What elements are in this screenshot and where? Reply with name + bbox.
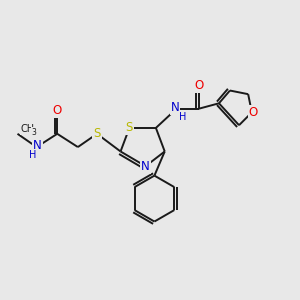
Text: O: O — [249, 106, 258, 119]
Text: H: H — [179, 112, 187, 122]
Text: 3: 3 — [31, 128, 36, 137]
Text: S: S — [93, 127, 101, 140]
Text: S: S — [126, 122, 133, 134]
Text: H: H — [28, 150, 36, 160]
Text: O: O — [194, 79, 203, 92]
Text: N: N — [33, 139, 42, 152]
Text: CH: CH — [20, 124, 34, 134]
Text: O: O — [52, 104, 62, 117]
Text: N: N — [141, 160, 150, 173]
Text: N: N — [171, 101, 179, 114]
